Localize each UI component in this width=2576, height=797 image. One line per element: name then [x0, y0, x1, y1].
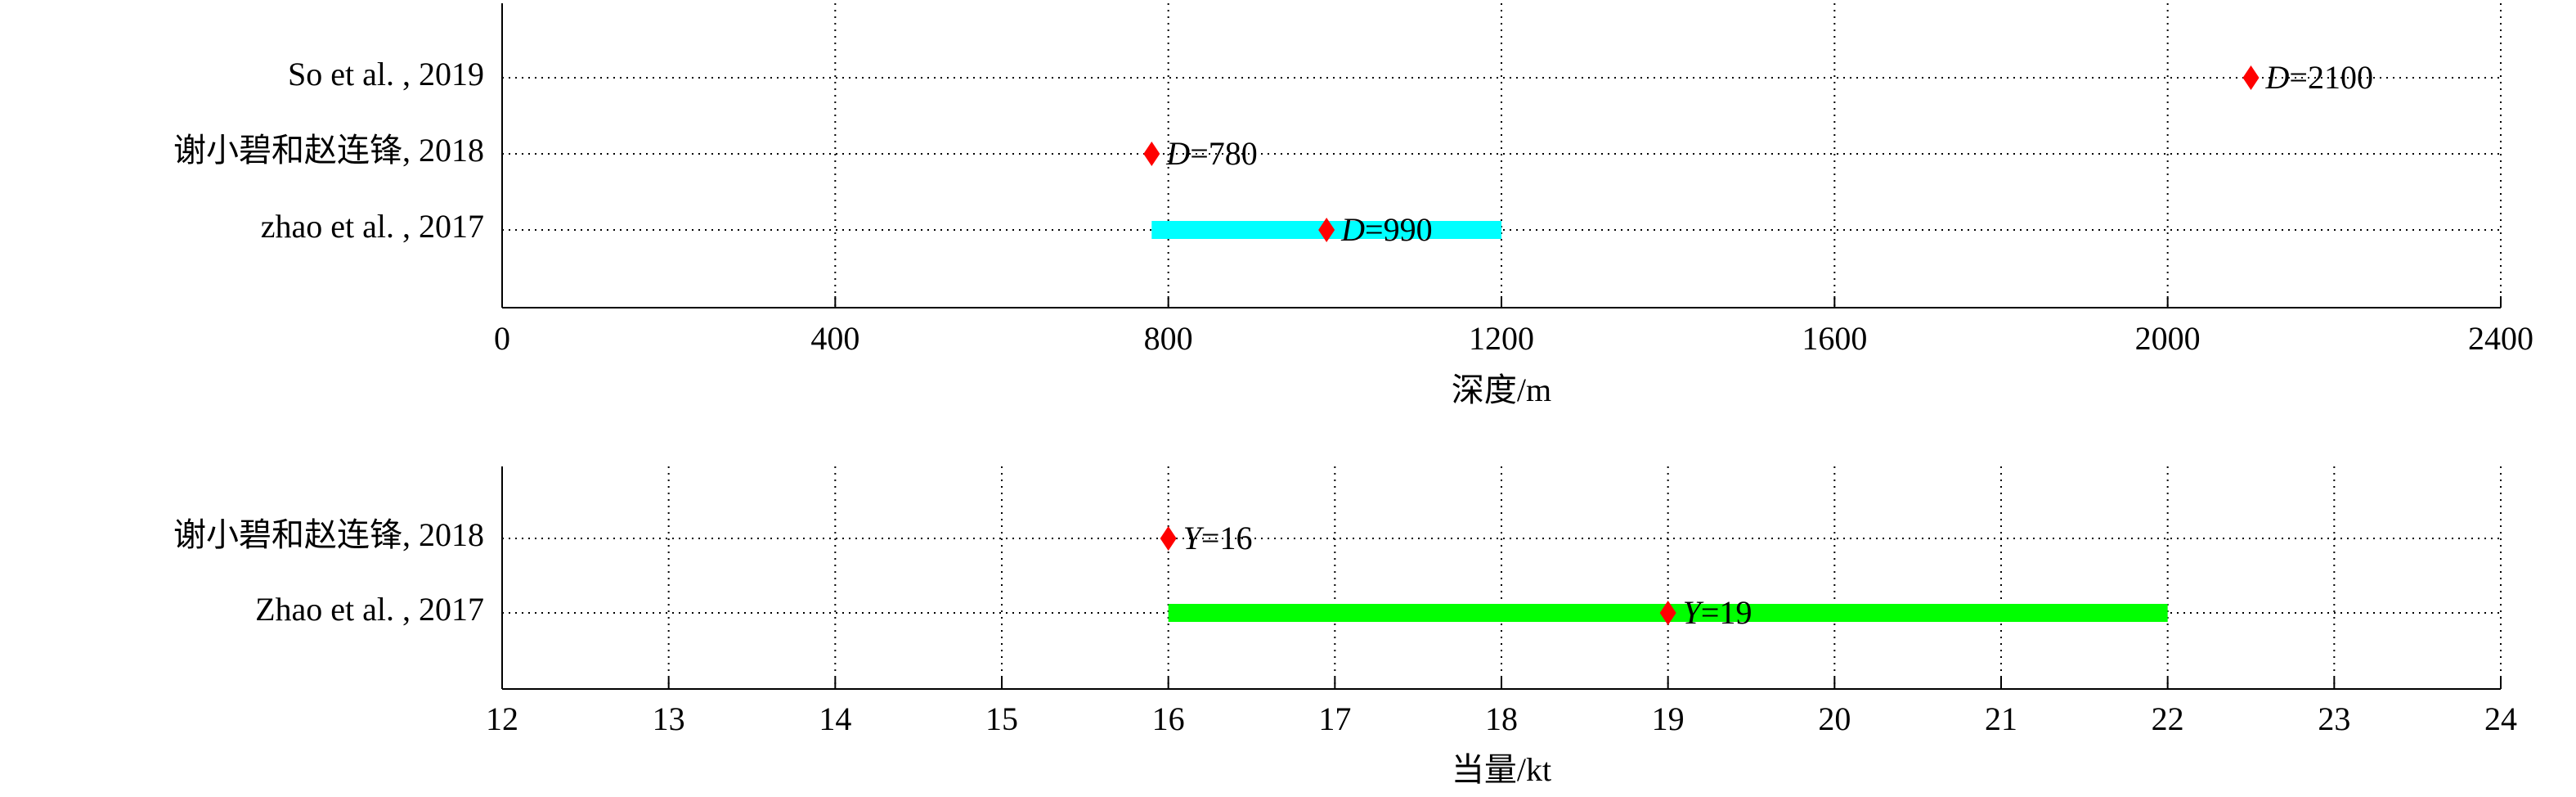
x-tick-label: 800 — [1144, 320, 1193, 357]
x-tick-label: 17 — [1318, 700, 1351, 737]
y-tick-label: Zhao et al. , 2017 — [255, 591, 484, 628]
marker — [1160, 526, 1177, 551]
x-tick-label: 19 — [1652, 700, 1685, 737]
y-tick-label: 谢小碧和赵连锋, 2018 — [173, 516, 484, 553]
x-tick-label: 20 — [1818, 700, 1851, 737]
value-label: Y=19 — [1683, 594, 1752, 631]
y-tick-label: So et al. , 2019 — [288, 56, 484, 92]
value-label: D=990 — [1340, 211, 1432, 248]
x-tick-label: 0 — [494, 320, 510, 357]
x-tick-label: 13 — [653, 700, 685, 737]
marker — [2242, 65, 2260, 90]
x-tick-label: 24 — [2484, 700, 2517, 737]
marker — [1318, 218, 1335, 242]
marker — [1143, 142, 1160, 166]
x-tick-label: 15 — [985, 700, 1018, 737]
x-tick-label: 12 — [486, 700, 518, 737]
x-tick-label: 16 — [1152, 700, 1185, 737]
x-axis-label: 深度/m — [1452, 371, 1551, 408]
x-tick-label: 18 — [1485, 700, 1518, 737]
x-tick-label: 2400 — [2468, 320, 2533, 357]
y-tick-label: zhao et al. , 2017 — [261, 208, 484, 245]
value-label: D=2100 — [2265, 59, 2373, 96]
value-label: D=780 — [1165, 135, 1257, 172]
x-tick-label: 22 — [2152, 700, 2184, 737]
x-tick-label: 14 — [819, 700, 851, 737]
x-tick-label: 400 — [810, 320, 859, 357]
marker — [1659, 601, 1676, 625]
value-label: Y=16 — [1183, 520, 1253, 556]
x-tick-label: 21 — [1985, 700, 2017, 737]
y-tick-label: 谢小碧和赵连锋, 2018 — [173, 132, 484, 169]
x-axis-label: 当量/kt — [1452, 751, 1551, 788]
x-tick-label: 1200 — [1469, 320, 1534, 357]
x-tick-label: 1600 — [1802, 320, 1867, 357]
x-tick-label: 2000 — [2135, 320, 2201, 357]
x-tick-label: 23 — [2318, 700, 2350, 737]
